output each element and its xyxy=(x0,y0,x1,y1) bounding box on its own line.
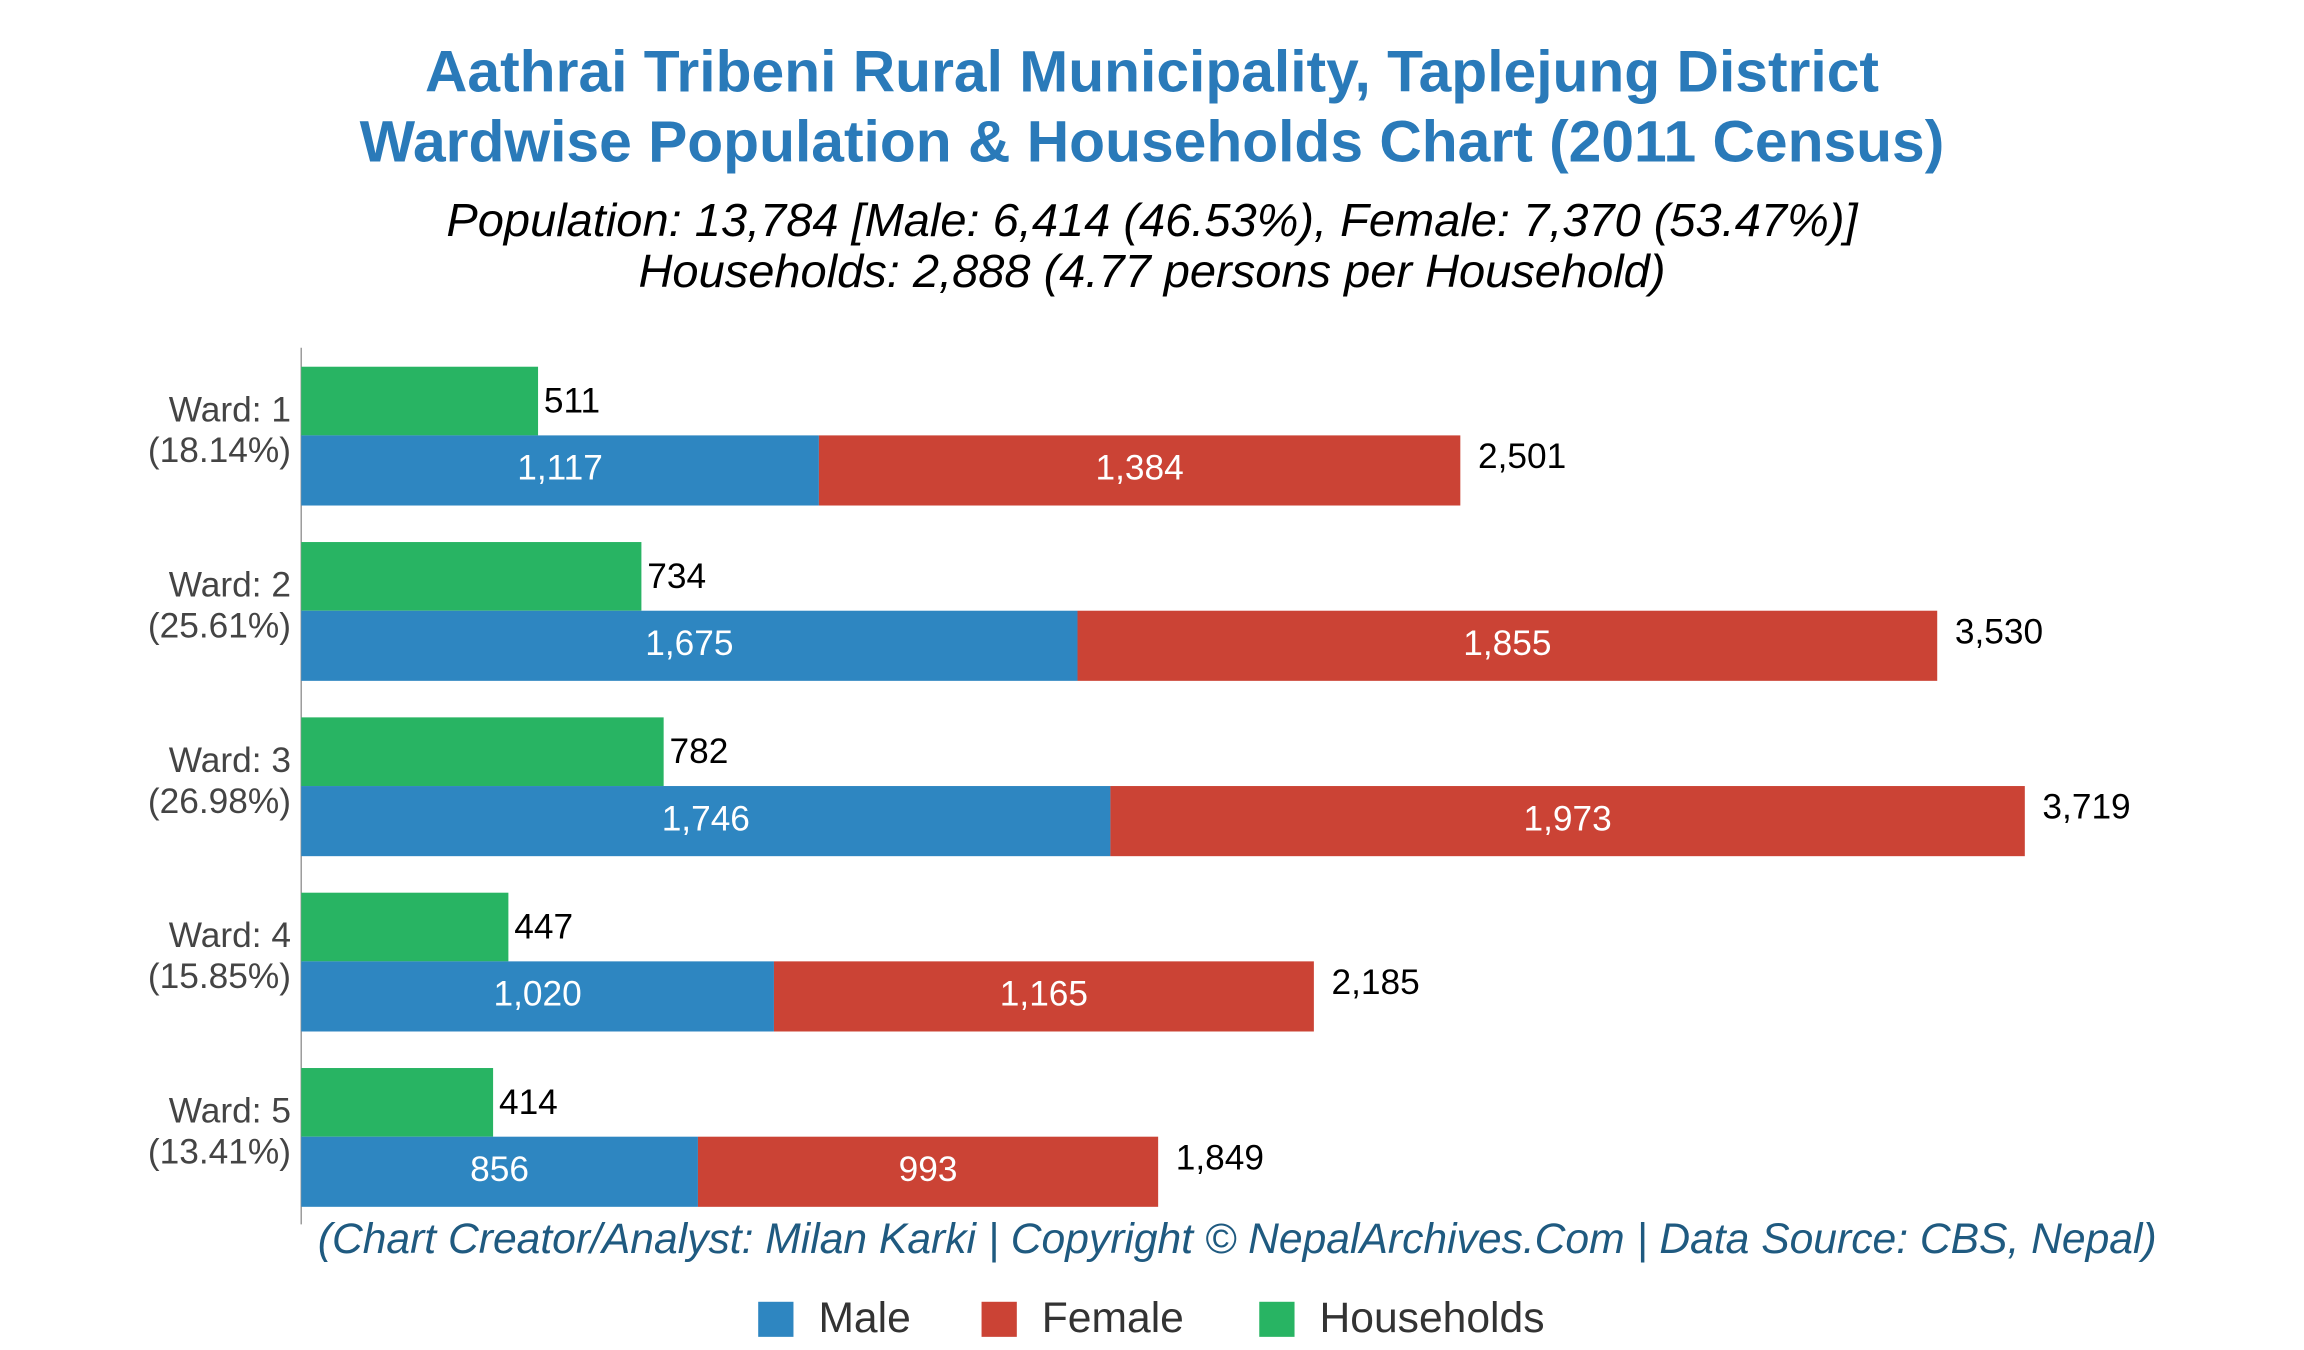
total-label: 3,719 xyxy=(2042,788,2130,827)
population-bar xyxy=(773,961,1314,1032)
population-bar xyxy=(1110,786,2025,857)
households-bar xyxy=(301,892,509,962)
total-label: 2,501 xyxy=(1478,437,1566,476)
category-share: (15.85%) xyxy=(148,957,291,996)
households-bar xyxy=(301,1068,494,1137)
population-bar xyxy=(697,1136,1159,1207)
value-label: 856 xyxy=(470,1150,529,1189)
households-bar xyxy=(301,366,539,436)
value-label: 734 xyxy=(647,557,706,596)
category-label: Ward: 5 xyxy=(169,1092,291,1131)
population-bar xyxy=(301,961,774,1032)
value-label: 993 xyxy=(899,1150,958,1189)
chart-subtitle: Population: 13,784 [Male: 6,414 (46.53%)… xyxy=(446,194,1858,246)
category-share: (26.98%) xyxy=(148,782,291,821)
value-label: 1,020 xyxy=(493,975,581,1014)
value-label: 1,855 xyxy=(1463,624,1551,663)
value-label: 1,675 xyxy=(645,624,733,663)
legend-swatch xyxy=(981,1301,1017,1337)
value-label: 782 xyxy=(670,732,729,771)
legend-label: Male xyxy=(818,1295,910,1342)
legend-label: Households xyxy=(1320,1295,1545,1342)
population-bar xyxy=(301,786,1111,857)
category-label: Ward: 3 xyxy=(169,741,291,780)
footer: (Chart Creator/Analyst: Milan Karki | Co… xyxy=(318,1216,2157,1263)
category-label: Ward: 1 xyxy=(169,390,291,429)
population-bar xyxy=(818,435,1461,506)
population-bar xyxy=(1077,610,1938,681)
chart-title: Wardwise Population & Households Chart (… xyxy=(360,110,1945,175)
value-label: 1,384 xyxy=(1095,449,1183,488)
households-bar xyxy=(301,542,642,611)
value-label: 1,165 xyxy=(1000,975,1088,1014)
legend-swatch xyxy=(758,1301,794,1337)
value-label: 414 xyxy=(499,1083,558,1122)
value-label: 511 xyxy=(544,382,600,421)
value-label: 1,746 xyxy=(662,799,750,838)
category-label: Ward: 2 xyxy=(169,566,291,605)
total-label: 3,530 xyxy=(1955,612,2043,651)
legend-swatch xyxy=(1259,1301,1295,1337)
value-label: 1,117 xyxy=(517,449,603,488)
value-label: 1,973 xyxy=(1523,799,1611,838)
category-share: (18.14%) xyxy=(148,431,291,470)
category-share: (25.61%) xyxy=(148,607,291,646)
chart-subtitle: Households: 2,888 (4.77 persons per Hous… xyxy=(638,245,1665,297)
category-label: Ward: 4 xyxy=(169,916,291,955)
category-share: (13.41%) xyxy=(148,1133,291,1172)
total-label: 2,185 xyxy=(1332,963,1420,1002)
population-bar xyxy=(301,1136,698,1207)
value-label: 447 xyxy=(514,908,573,947)
population-bar xyxy=(301,610,1078,681)
chart-title: Aathrai Tribeni Rural Municipality, Tapl… xyxy=(425,40,1879,105)
legend-label: Female xyxy=(1042,1295,1184,1342)
population-bar xyxy=(301,435,819,506)
households-bar xyxy=(301,717,664,787)
total-label: 1,849 xyxy=(1176,1138,1264,1177)
